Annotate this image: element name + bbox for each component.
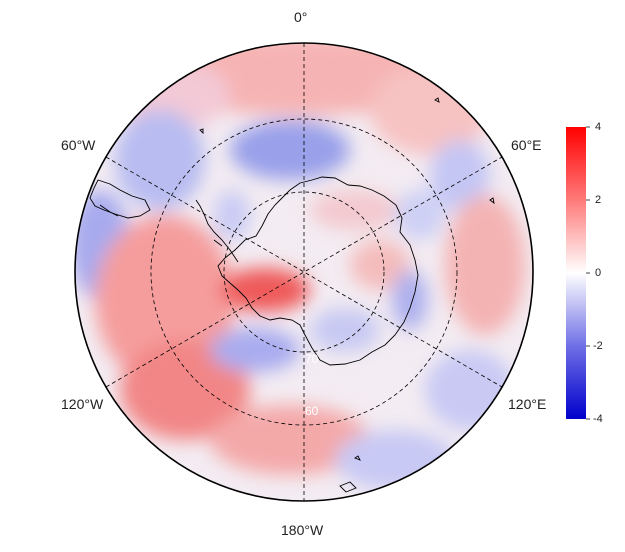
- meridian-120w-60e: [105, 156, 503, 388]
- colorbar-tick-label: 4: [595, 121, 602, 133]
- peninsula-coastline: [195, 199, 239, 263]
- colorbar-tick-label: 2: [595, 194, 602, 206]
- lon-label-0: 0°: [294, 9, 308, 25]
- colorbar-tick-label: -4: [593, 413, 603, 425]
- colorbar: [566, 127, 586, 419]
- south-america-coastline: [89, 179, 151, 219]
- antarctica-coastline: [217, 176, 419, 366]
- lon-label-60e: 60°E: [511, 137, 542, 153]
- lon-label-180w: 180°W: [281, 522, 324, 538]
- anomaly-field: [75, 43, 533, 501]
- graticule: [105, 43, 503, 501]
- colorbar-tick-label: -2: [593, 340, 603, 352]
- lat-label-60: 60: [305, 404, 319, 418]
- latitude-circle-70: [223, 191, 385, 353]
- coastline: [89, 97, 495, 493]
- lat-label-70: 70: [305, 352, 319, 366]
- colorbar-tick-label: 0: [595, 267, 602, 279]
- lon-label-120w: 120°W: [61, 396, 104, 412]
- lon-label-120e: 120°E: [508, 396, 547, 412]
- lon-label-60w: 60°W: [61, 137, 96, 153]
- colorbar-tick-marks: [586, 126, 590, 420]
- map-boundary: [74, 42, 534, 502]
- meridian-60w-120e: [105, 156, 503, 388]
